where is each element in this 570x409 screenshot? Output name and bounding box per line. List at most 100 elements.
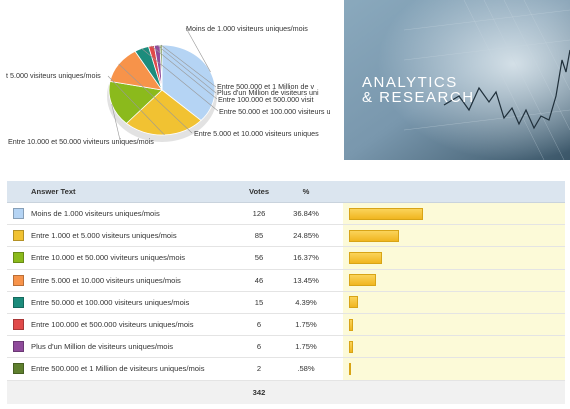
percent-bar-cell [343,224,565,248]
row-swatch-cell [7,224,31,248]
percent-bar-cell [343,357,565,381]
vote-count: 56 [233,246,285,270]
color-swatch [13,208,24,220]
pie-leader-1000-5000 [107,75,165,136]
color-swatch [13,363,24,375]
row-spacer [327,202,343,226]
pie-leader-500000-1m [160,44,217,88]
table-total-row: 342 [7,379,565,404]
table-row: Moins de 1.000 visiteurs uniques/mois 126… [7,202,565,226]
vote-percent: 13.45% [285,269,327,292]
vote-count: 15 [233,291,285,314]
pie-label-5000-10000: Entre 5.000 et 10.000 visiteurs uniques [194,129,319,138]
results-table: Answer Text Votes % Moins de 1.000 visit… [7,181,565,404]
header-answer-text: Answer Text [7,181,233,203]
table-row: Entre 1.000 et 5.000 visiteurs uniques/m… [7,224,565,248]
percent-bar-cell [343,291,565,314]
row-spacer [327,269,343,292]
row-swatch-cell [7,291,31,314]
percent-bar [349,362,351,375]
table-row: Plus d'un Million de visiteurs uniques/m… [7,335,565,359]
percent-bar [349,296,358,309]
analytics-research-image: ANALYTICS & RESEARCH [344,0,570,160]
vote-percent: 1.75% [285,313,327,337]
pie-label-500000-1m: Entre 500.000 et 1 Million de v [217,82,314,91]
row-swatch-cell [7,313,31,337]
pie-leader-10000-50000 [111,104,121,141]
hero-grid [403,0,570,160]
pie-leader-lines [107,27,219,141]
total-bar-empty [343,379,565,404]
pie-leader-plus-million [156,44,217,94]
vote-percent: 4.39% [285,291,327,314]
percent-bar [349,229,399,242]
pie-leader-50000-100000 [141,48,219,112]
header-votes: Votes [233,181,285,203]
pie-slice-500000-1m [159,44,163,91]
percent-bar-cell [343,202,565,226]
table-row: Entre 100.000 et 500.000 visiteurs uniqu… [7,313,565,337]
pie-leader-100000-500000 [151,45,218,100]
vote-count: 85 [233,224,285,248]
hero-background [344,0,570,160]
pie-label-10000-50000: Entre 10.000 et 50.000 viviteurs uniques… [8,137,154,146]
total-spacer [7,379,233,404]
percent-bar-cell [343,269,565,292]
pie-label-moins: Moins de 1.000 visiteurs uniques/mois [186,24,308,33]
row-swatch-cell [7,335,31,359]
color-swatch [13,230,24,242]
answer-text: Entre 100.000 et 500.000 visiteurs uniqu… [31,313,233,337]
pie-label-1000-5000: t 5.000 visiteurs uniques/mois [6,71,101,80]
color-swatch [13,341,24,353]
top-area: Moins de 1.000 visiteurs uniques/mois t … [0,0,570,166]
percent-bar [349,318,353,331]
answer-text: Entre 1.000 et 5.000 visiteurs uniques/m… [31,224,233,248]
answer-text: Entre 50.000 et 100.000 visiteurs unique… [31,291,233,314]
vote-percent: 36.84% [285,202,327,226]
pie-label-50000-100000: Entre 50.000 et 100.000 visiteurs u [219,107,330,116]
vote-percent: .58% [285,357,327,381]
header-bar [343,181,565,203]
vote-count: 46 [233,269,285,292]
color-swatch [13,252,24,264]
pie-slices [108,44,216,136]
total-votes: 342 [233,379,285,404]
vote-count: 126 [233,202,285,226]
results-table-wrap: Answer Text Votes % Moins de 1.000 visit… [7,181,565,405]
answer-text: Moins de 1.000 visiteurs uniques/mois [31,202,233,226]
vote-count: 2 [233,357,285,381]
answer-text: Entre 10.000 et 50.000 viviteurs uniques… [31,246,233,270]
total-spacer-2 [327,379,343,404]
header-percent: % [285,181,327,203]
pie-leader-5000-10000 [118,63,193,134]
table-row: Entre 500.000 et 1 Million de visiteurs … [7,357,565,381]
answer-text: Entre 5.000 et 10.000 visiteurs uniques/… [31,269,233,292]
vote-count: 6 [233,335,285,359]
row-spacer [327,335,343,359]
hero-title-analytics: ANALYTICS [362,74,458,91]
answer-text: Entre 500.000 et 1 Million de visiteurs … [31,357,233,381]
table-row: Entre 50.000 et 100.000 visiteurs unique… [7,291,565,314]
pie-leader-moins [185,27,211,73]
hero-trend-line [443,49,570,130]
vote-percent: 16.37% [285,246,327,270]
row-spacer [327,357,343,381]
hero-title-research: & RESEARCH [362,89,475,106]
vote-percent: 1.75% [285,335,327,359]
color-swatch [13,274,24,286]
header-spacer [327,181,343,203]
percent-bar [349,251,382,264]
pie-label-plus-million: Plus d'un Million de visiteurs uni [217,88,319,97]
pie-slice-10000-50000 [108,80,163,124]
row-swatch-cell [7,269,31,292]
vote-count: 6 [233,313,285,337]
row-swatch-cell [7,202,31,226]
table-row: Entre 5.000 et 10.000 visiteurs uniques/… [7,269,565,292]
row-spacer [327,224,343,248]
pie-label-100000-500000: Entre 100.000 et 500.000 visit [218,95,314,104]
pie-chart: Moins de 1.000 visiteurs uniques/mois t … [6,24,330,146]
color-swatch [13,296,24,308]
hero-glow [344,0,570,160]
row-spacer [327,291,343,314]
color-swatch [13,319,24,331]
